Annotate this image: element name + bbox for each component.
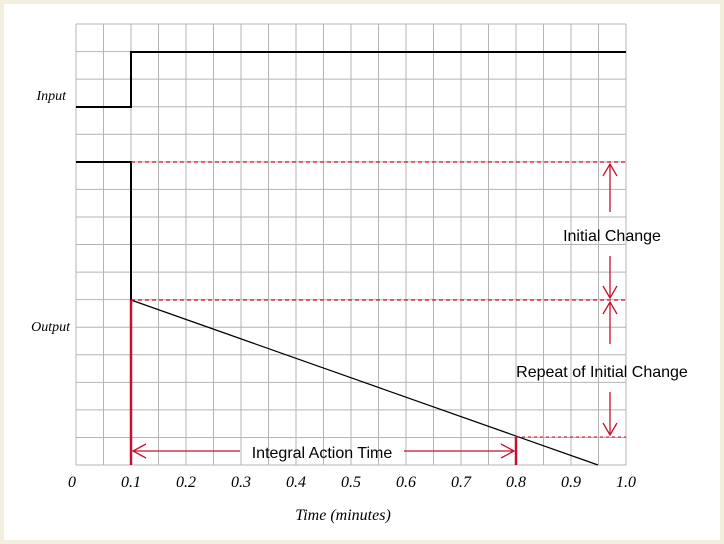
x-tick-label: 0.8 bbox=[506, 474, 526, 491]
output-ramp-line bbox=[130, 299, 599, 466]
x-tick-label: 0.5 bbox=[341, 474, 361, 491]
x-tick-label: 0.4 bbox=[286, 474, 306, 491]
repeat-initial-change-label: Repeat of Initial Change bbox=[516, 364, 688, 381]
x-tick-label: 0.1 bbox=[121, 474, 141, 491]
integral-action-time-arrow bbox=[131, 443, 516, 459]
repeat-change-arrows bbox=[602, 300, 618, 437]
output-label: Output bbox=[31, 320, 71, 335]
x-tick-label: 0.7 bbox=[451, 474, 472, 491]
x-tick-label: 1.0 bbox=[616, 474, 636, 491]
x-tick-labels: 0 0.1 0.2 0.3 0.4 0.5 0.6 0.7 0.8 0.9 1.0 bbox=[68, 474, 636, 491]
initial-change-label: Initial Change bbox=[563, 228, 661, 245]
x-tick-label: 0 bbox=[68, 474, 76, 491]
grid bbox=[75, 23, 627, 466]
input-step-line bbox=[76, 51, 626, 108]
x-tick-label: 0.2 bbox=[176, 474, 196, 491]
x-axis-title: Time (minutes) bbox=[295, 507, 391, 524]
x-tick-label: 0.9 bbox=[561, 474, 581, 491]
integral-action-time-label: Integral Action Time bbox=[252, 445, 393, 462]
input-label: Input bbox=[35, 89, 67, 104]
x-tick-label: 0.6 bbox=[396, 474, 416, 491]
initial-change-arrows bbox=[602, 162, 618, 300]
x-tick-label: 0.3 bbox=[231, 474, 251, 491]
